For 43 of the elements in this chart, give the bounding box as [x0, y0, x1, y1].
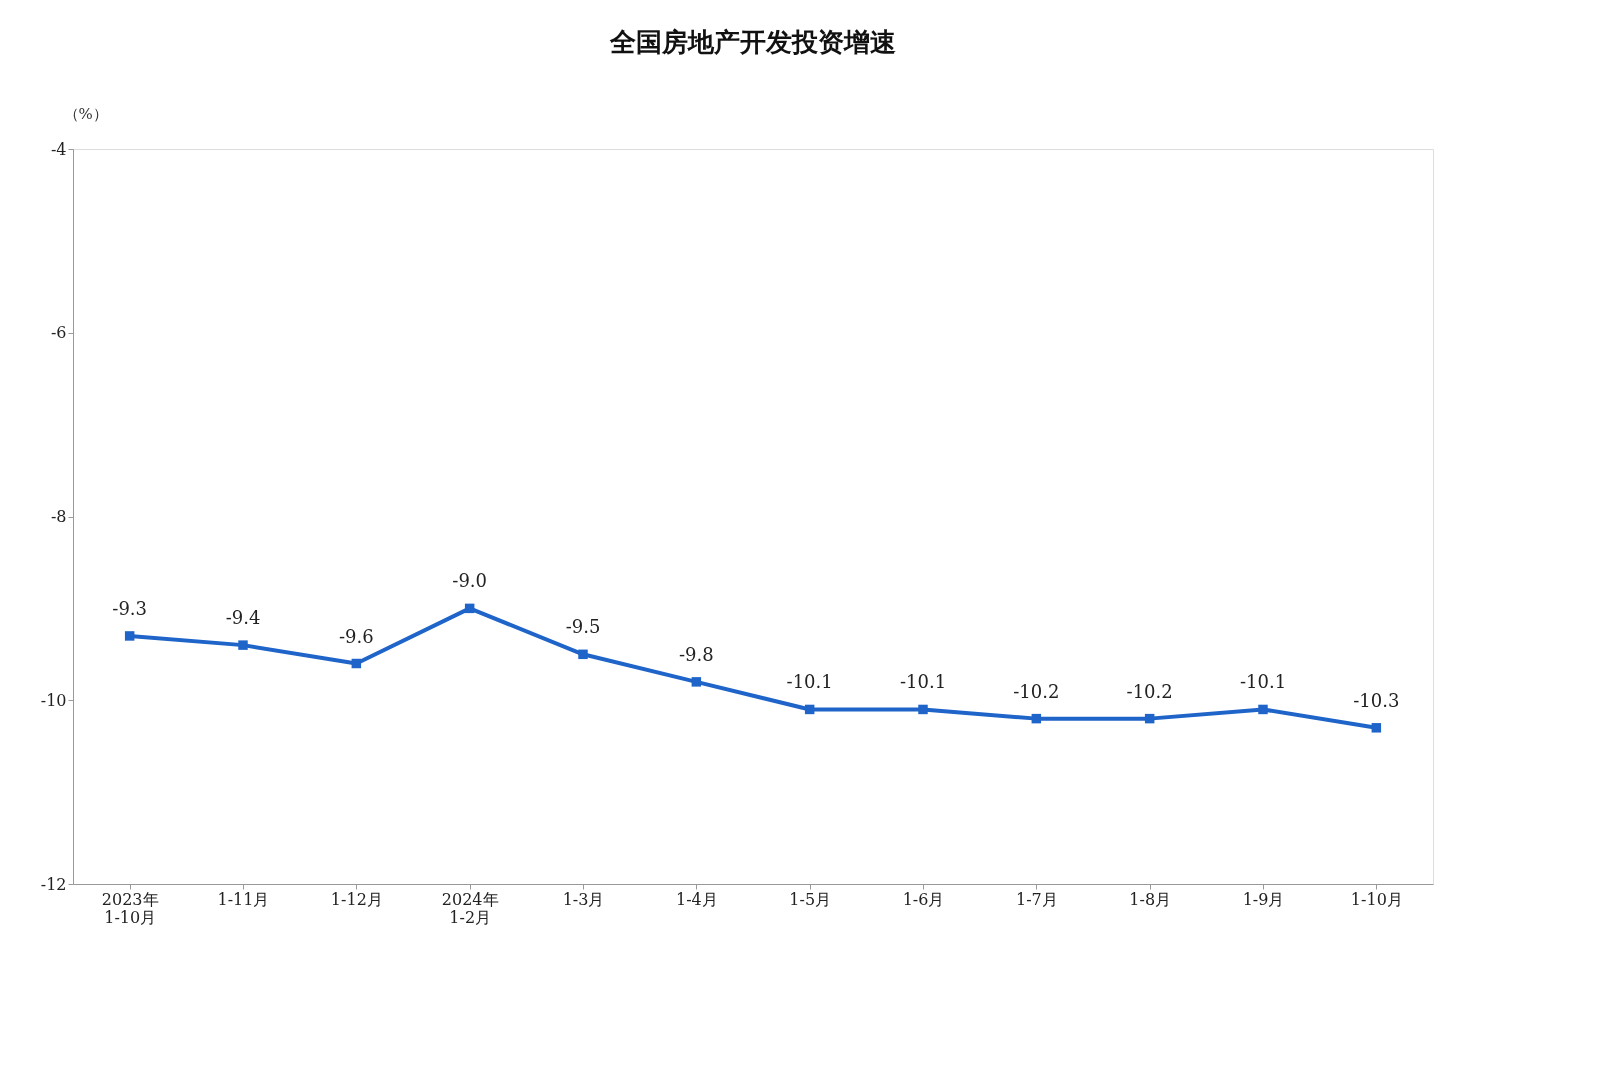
x-tick-label: 1-6月	[902, 889, 945, 909]
y-tick-label: -6	[50, 323, 67, 343]
x-tick-label: 1-8月	[1129, 889, 1172, 909]
y-tick-label: -10	[40, 690, 67, 710]
point	[1144, 713, 1155, 724]
x-tick-label: 1-11月	[217, 889, 270, 909]
x-tick-label: 1-3月	[562, 889, 605, 909]
point	[578, 649, 588, 660]
point	[1258, 704, 1268, 715]
x-tick-label: 1-10月	[1350, 889, 1403, 909]
point	[804, 704, 815, 715]
chart-title: 全国房地产开发投资增速	[609, 27, 896, 57]
data-label: -9.5	[565, 616, 601, 638]
data-label: -10.1	[786, 671, 833, 693]
data-label: -10.2	[1013, 680, 1060, 702]
x-tick-label: 1-9月	[1242, 889, 1285, 909]
x-tick-label: 1-7月	[1015, 889, 1058, 909]
data-label: -10.1	[1239, 671, 1287, 693]
x-tick-label: 1-12月	[330, 889, 383, 909]
point	[1371, 723, 1382, 733]
point	[1031, 713, 1042, 724]
x-tick-label: 2023年 1-10月	[101, 889, 159, 927]
y-tick-label: -12	[40, 874, 67, 894]
point	[351, 658, 362, 669]
data-label: -9.3	[112, 597, 148, 619]
point	[464, 603, 475, 614]
point	[918, 704, 928, 715]
data-label: -9.8	[678, 643, 714, 665]
data-label: -9.4	[225, 607, 261, 629]
y-tick-label: -8	[50, 507, 67, 526]
data-label: -10.1	[899, 671, 947, 693]
point	[238, 640, 248, 650]
point	[691, 677, 702, 687]
y-axis-title: （%）	[63, 104, 108, 123]
data-label: -9.6	[338, 625, 374, 647]
x-tick-label: 1-4月	[675, 889, 718, 909]
data-label: -9.0	[452, 570, 488, 592]
data-label: -10.3	[1353, 689, 1400, 711]
x-tick-label: 2024年 1-2月	[441, 889, 499, 927]
y-tick-label: -4	[50, 139, 67, 159]
x-tick-label: 1-5月	[789, 889, 832, 909]
data-label: -10.2	[1126, 680, 1173, 702]
point	[124, 631, 135, 641]
